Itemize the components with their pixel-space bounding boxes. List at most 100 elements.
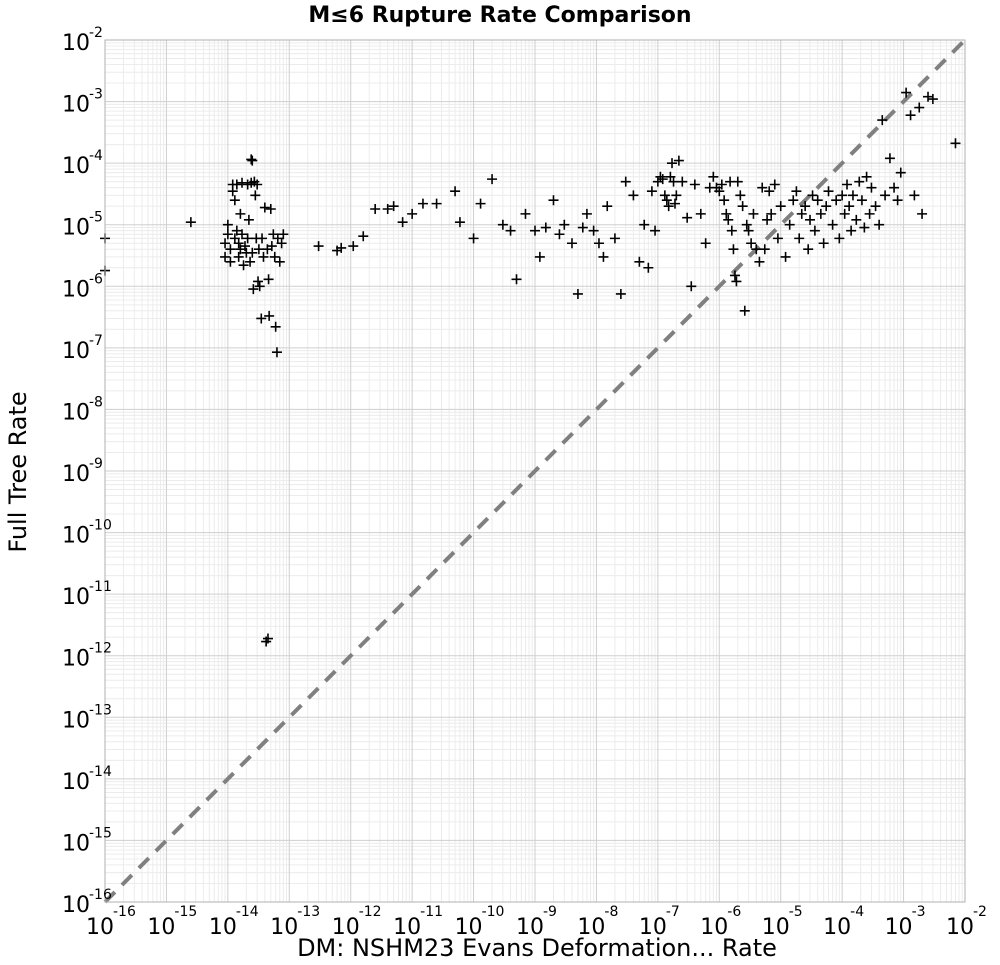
data-point: [870, 201, 881, 212]
y-tick-exponent: -16: [89, 887, 112, 903]
data-point: [737, 201, 748, 212]
x-tick-exponent: -6: [727, 904, 741, 920]
data-point: [780, 251, 791, 262]
data-point: [593, 238, 604, 249]
data-point: [772, 233, 783, 244]
y-tick-base: 10: [62, 216, 90, 241]
data-point: [238, 260, 249, 271]
data-point: [856, 195, 867, 206]
data-point: [719, 195, 730, 206]
x-tick-base: 10: [209, 915, 237, 940]
data-point: [762, 214, 773, 225]
data-point: [566, 238, 577, 249]
y-tick-base: 10: [62, 647, 90, 672]
x-tick-labels: 10-1610-1510-1410-1310-1210-1110-1010-91…: [86, 904, 987, 940]
data-point: [723, 214, 734, 225]
data-point: [851, 214, 862, 225]
data-point: [559, 219, 570, 230]
x-tick-label: 10-7: [639, 904, 680, 940]
data-point: [222, 219, 233, 230]
x-tick-exponent: -9: [543, 904, 557, 920]
data-point: [468, 233, 479, 244]
data-point: [397, 217, 408, 228]
x-tick-base: 10: [332, 915, 360, 940]
data-point: [235, 208, 246, 219]
y-tick-label: 10 -5: [62, 210, 103, 241]
y-tick-base: 10: [62, 770, 90, 795]
y-tick-exponent: -7: [89, 333, 103, 349]
data-point: [370, 203, 381, 214]
data-point: [185, 217, 196, 228]
x-tick-base: 10: [946, 915, 974, 940]
data-point: [854, 176, 865, 187]
data-point: [892, 195, 903, 206]
data-point: [530, 225, 540, 236]
data-point: [231, 179, 242, 190]
x-axis-label: DM: NSHM23 Evans Deformation... Rate: [297, 934, 777, 962]
data-point: [837, 190, 848, 201]
data-point: [746, 238, 757, 249]
data-point: [254, 281, 265, 292]
data-point: [239, 241, 250, 252]
data-point: [842, 179, 853, 190]
data-point: [540, 222, 551, 233]
x-tick-exponent: -4: [850, 904, 864, 920]
y-tick-base: 10: [62, 462, 90, 487]
data-point: [233, 238, 244, 249]
data-point: [497, 219, 508, 230]
y-tick-label: 10 -16: [62, 887, 112, 918]
x-tick-exponent: -12: [359, 904, 382, 920]
x-tick-label: 10-16: [86, 904, 136, 940]
x-tick-exponent: -2: [973, 904, 987, 920]
data-point: [700, 238, 711, 249]
data-point: [534, 251, 545, 262]
y-tick-base: 10: [62, 585, 90, 610]
data-point: [721, 208, 732, 219]
data-point: [659, 190, 670, 201]
x-tick-label: 10-13: [270, 904, 320, 940]
x-tick-label: 10-5: [762, 904, 803, 940]
y-tick-exponent: -15: [89, 825, 112, 841]
data-point: [686, 281, 697, 292]
data-point: [634, 256, 645, 267]
data-point: [250, 190, 261, 201]
data-point: [262, 633, 273, 644]
data-point: [800, 201, 811, 212]
data-point: [388, 201, 399, 212]
data-point: [270, 321, 281, 332]
data-point: [520, 208, 531, 219]
data-point: [754, 256, 765, 267]
data-point: [818, 238, 829, 249]
data-point: [598, 251, 609, 262]
data-point: [823, 186, 834, 197]
data-point: [728, 244, 739, 255]
data-point: [225, 244, 236, 255]
data-point: [639, 219, 650, 230]
y-tick-base: 10: [62, 277, 90, 302]
y-tick-base: 10: [62, 31, 90, 56]
y-tick-label: 10 -11: [62, 579, 112, 610]
x-tick-base: 10: [393, 915, 421, 940]
y-tick-label: 10 -9: [62, 456, 103, 487]
data-point: [505, 225, 516, 236]
data-point: [615, 288, 626, 299]
y-tick-exponent: -5: [89, 210, 103, 226]
x-tick-label: 10-15: [147, 904, 197, 940]
data-point: [877, 115, 888, 126]
data-point: [784, 219, 795, 230]
data-point: [650, 225, 661, 236]
chart-title: M≤6 Rupture Rate Comparison: [308, 3, 691, 28]
data-point: [661, 195, 672, 206]
data-point: [657, 174, 668, 185]
x-tick-base: 10: [762, 915, 790, 940]
data-point: [475, 198, 486, 209]
data-point: [252, 179, 263, 190]
data-point: [643, 262, 654, 273]
y-tick-exponent: -8: [89, 394, 103, 410]
data-point: [667, 158, 678, 169]
data-point: [739, 305, 750, 316]
x-tick-exponent: -11: [420, 904, 443, 920]
data-point: [407, 208, 418, 219]
